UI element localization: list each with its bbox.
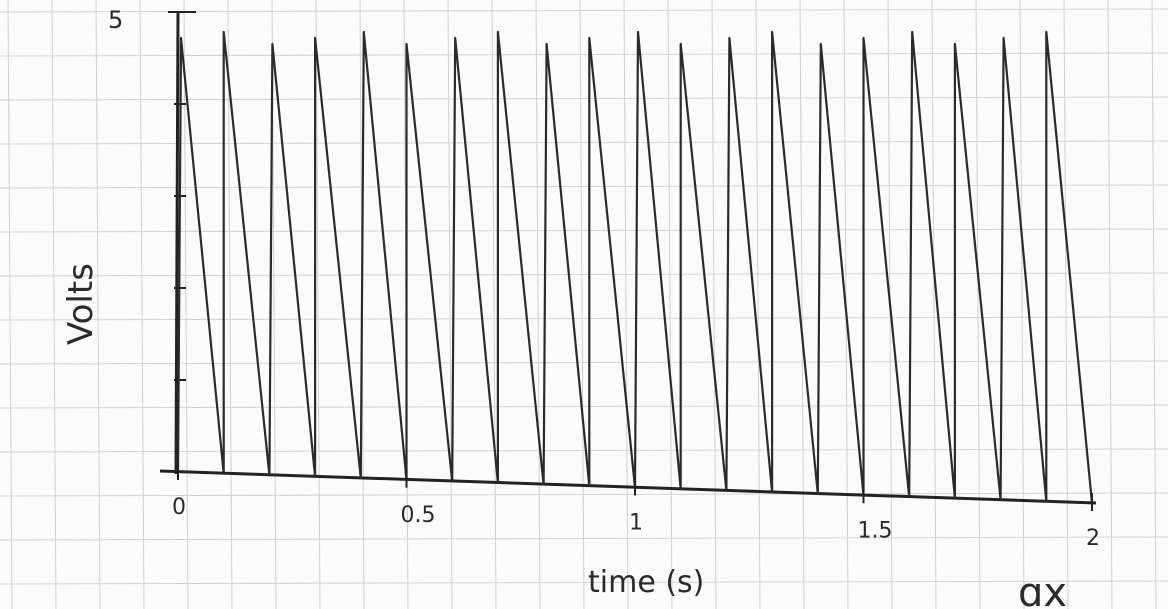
x-tick-label: 1 [629, 511, 643, 536]
paper-grid-vline [183, 0, 189, 609]
paper-grid-vline [579, 0, 585, 609]
paper-grid-vline [799, 0, 805, 609]
x-tick-label: 2 [1086, 526, 1100, 551]
x-tick-label: 0 [172, 495, 186, 520]
paper-grid-vline [315, 0, 321, 609]
x-axis-label: time (s) [588, 565, 704, 600]
y-axis-label: Volts [61, 263, 101, 345]
paper-grid-hline [0, 492, 1168, 497]
paper-grid-hline [0, 140, 1168, 145]
paper-grid-vline [491, 0, 497, 609]
paper-grid-vline [931, 0, 937, 609]
paper-grid-hline [0, 580, 1168, 585]
paper-grid-hline [0, 448, 1168, 453]
paper-grid-vline [1019, 0, 1025, 609]
paper-grid-vline [227, 0, 233, 609]
paper-grid-vline [139, 0, 145, 609]
paper-grid-vline [1063, 0, 1069, 609]
paper-grid-hline [0, 96, 1168, 101]
y-tick-label: 5 [108, 6, 123, 34]
paper-grid-vline [535, 0, 541, 609]
paper-grid-vline [755, 0, 761, 609]
paper-grid-hline [0, 360, 1168, 365]
paper-grid-vline [975, 0, 981, 609]
paper-grid-vline [95, 0, 101, 609]
series-0-line [176, 30, 1094, 504]
x-tick-label: 0.5 [401, 503, 436, 528]
paper-grid-hline [0, 228, 1168, 233]
paper-grid-vline [1151, 0, 1157, 609]
paper-grid-vline [51, 0, 57, 609]
paper-grid-hline [0, 52, 1168, 57]
paper-grid-hline [0, 272, 1168, 277]
paper-grid-hline [0, 404, 1168, 409]
paper-grid-vline [623, 0, 629, 609]
paper-grid-vline [447, 0, 453, 609]
corner-mark: ɑx [1018, 570, 1067, 609]
paper-grid-hline [0, 536, 1168, 541]
y-axis [174, 11, 180, 475]
paper-grid-vline [1107, 0, 1113, 609]
paper-grid-vline [711, 0, 717, 609]
paper-grid-hline [0, 184, 1168, 189]
x-tick-label: 1.5 [858, 518, 893, 543]
paper-grid-vline [667, 0, 673, 609]
paper-grid-hline [0, 316, 1168, 321]
paper-grid-vline [7, 0, 13, 609]
